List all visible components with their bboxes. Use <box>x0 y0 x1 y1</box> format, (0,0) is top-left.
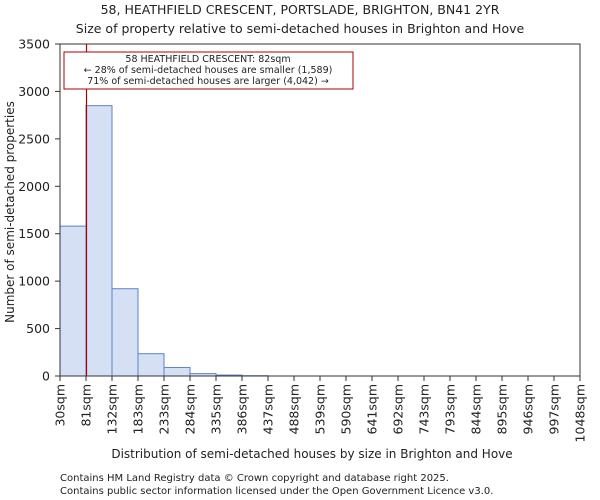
chart-subtitle: Size of property relative to semi-detach… <box>76 21 525 36</box>
x-tick-label: 30sqm <box>53 384 68 427</box>
x-tick-label: 183sqm <box>131 384 146 434</box>
x-tick-label: 233sqm <box>157 384 172 434</box>
chart-title: 58, HEATHFIELD CRESCENT, PORTSLADE, BRIG… <box>101 2 500 17</box>
x-tick-label: 844sqm <box>469 384 484 434</box>
x-tick-label: 81sqm <box>79 384 94 427</box>
y-tick-label: 500 <box>26 321 50 336</box>
footer-line-2: Contains public sector information licen… <box>60 486 493 497</box>
x-tick-label: 539sqm <box>313 384 328 434</box>
x-tick-label: 946sqm <box>521 384 536 434</box>
x-tick-label: 895sqm <box>495 384 510 434</box>
annotation-line-3: 71% of semi-detached houses are larger (… <box>87 76 329 87</box>
bar <box>137 353 165 377</box>
y-tick-label: 1500 <box>18 226 50 241</box>
y-tick-label: 3000 <box>18 84 50 99</box>
y-tick-label: 2500 <box>18 131 50 146</box>
bar <box>59 225 87 377</box>
annotation-line-1: 58 HEATHFIELD CRESCENT: 82sqm <box>125 54 290 65</box>
y-tick-label: 2000 <box>18 179 50 194</box>
annotation-line-2: ← 28% of semi-detached houses are smalle… <box>84 65 333 76</box>
x-tick-label: 641sqm <box>365 384 380 434</box>
x-axis-label: Distribution of semi-detached houses by … <box>111 447 512 461</box>
x-tick-label: 335sqm <box>209 384 224 434</box>
annotation-box <box>63 51 354 90</box>
x-tick-label: 488sqm <box>287 384 302 434</box>
y-ticks: 0 500 1000 1500 2000 2500 3000 3500 <box>18 37 60 384</box>
y-axis-label: Number of semi-detached properties <box>3 101 17 323</box>
x-tick-label: 1048sqm <box>573 384 588 442</box>
y-tick-label: 1000 <box>18 274 50 289</box>
plot-area <box>59 43 581 377</box>
x-tick-label: 692sqm <box>391 384 406 434</box>
x-tick-label: 590sqm <box>339 384 354 434</box>
x-tick-label: 997sqm <box>547 384 562 434</box>
x-tick-label: 132sqm <box>105 384 120 434</box>
bar <box>85 105 113 377</box>
x-tick-label: 386sqm <box>235 384 250 434</box>
footer-line-1: Contains HM Land Registry data © Crown c… <box>60 473 449 484</box>
x-tick-label: 743sqm <box>417 384 432 434</box>
x-tick-label: 793sqm <box>443 384 458 434</box>
x-ticks: 30sqm 81sqm 132sqm 183sqm 233sqm 284sqm 335sqm… <box>53 376 588 442</box>
y-tick-label: 3500 <box>18 37 50 52</box>
bar <box>111 288 139 377</box>
y-tick-label: 0 <box>42 369 50 384</box>
x-tick-label: 437sqm <box>261 384 276 434</box>
x-tick-label: 284sqm <box>183 384 198 434</box>
bar <box>163 366 191 377</box>
bars <box>59 105 269 377</box>
